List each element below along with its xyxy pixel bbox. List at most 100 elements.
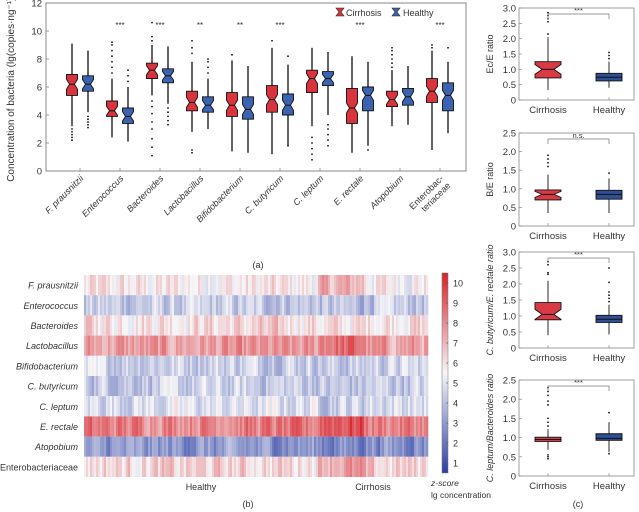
heatmap-cell: [394, 315, 397, 336]
heatmap-cell: [106, 335, 109, 356]
heatmap-cell: [152, 396, 155, 417]
heatmap-cell: [174, 355, 177, 376]
heatmap-cell: [134, 416, 137, 437]
heatmap-cell: [194, 315, 197, 336]
heatmap-cell: [230, 416, 233, 437]
heatmap-cell: [126, 416, 129, 437]
heatmap-cell: [128, 295, 131, 316]
heatmap-cell: [92, 355, 95, 376]
heatmap-cell: [358, 335, 361, 356]
heatmap-cell: [156, 436, 159, 457]
heatmap-cell: [136, 396, 139, 417]
heatmap-cell: [308, 275, 311, 296]
x-tick-label-line: Bacteroides: [125, 173, 166, 214]
heatmap-cell: [128, 376, 131, 397]
heatmap-cell: [396, 315, 399, 336]
heatmap-cell: [340, 275, 343, 296]
heatmap-cell: [270, 416, 273, 437]
heatmap-cell: [234, 355, 237, 376]
heatmap-cell: [252, 315, 255, 336]
heatmap-cell: [394, 295, 397, 316]
heatmap-cell: [370, 295, 373, 316]
heatmap-cell: [420, 295, 423, 316]
heatmap-cell: [90, 355, 93, 376]
heatmap-cell: [376, 355, 379, 376]
heatmap-cell: [298, 315, 301, 336]
heatmap-cell: [384, 436, 387, 457]
heatmap-cell: [212, 275, 215, 296]
heatmap-cell: [190, 335, 193, 356]
heatmap-cell: [352, 355, 355, 376]
heatmap-cell: [264, 436, 267, 457]
heatmap-cell: [200, 396, 203, 417]
heatmap-cell: [316, 295, 319, 316]
heatmap-cell: [88, 355, 91, 376]
box-body: [386, 90, 398, 108]
heatmap-cell: [182, 416, 185, 437]
heatmap-cell: [230, 335, 233, 356]
heatmap-row-label: C. leptum: [39, 402, 78, 412]
colorbar-tick-label: 6: [453, 359, 458, 369]
heatmap-cell: [124, 436, 127, 457]
heatmap-cell: [290, 275, 293, 296]
outlier-point: [367, 149, 369, 151]
heatmap-cell: [380, 275, 383, 296]
heatmap-cell: [290, 315, 293, 336]
legend-item-cirrhosis[interactable]: Cirrhosis: [335, 7, 382, 18]
heatmap-cell: [188, 456, 191, 477]
heatmap-cell: [382, 275, 385, 296]
box-cirrhosis: [66, 43, 78, 142]
heatmap-cell: [116, 275, 119, 296]
heatmap-cell: [178, 436, 181, 457]
heatmap-cell: [176, 275, 179, 296]
outlier-point: [447, 46, 449, 49]
heatmap-cell: [324, 396, 327, 417]
heatmap-cell: [276, 396, 279, 417]
heatmap-cell: [376, 376, 379, 397]
heatmap-cell: [218, 275, 221, 296]
heatmap-cell: [370, 315, 373, 336]
heatmap-cell: [396, 396, 399, 417]
y-tick-label: 1.0: [503, 65, 516, 76]
heatmap-cell: [274, 416, 277, 437]
heatmap-cell: [254, 275, 257, 296]
x-tick-label: Healthy: [593, 231, 625, 242]
outlier-point: [547, 390, 549, 393]
heatmap-cell: [132, 295, 135, 316]
heatmap-cell: [326, 396, 329, 417]
heatmap-cell: [258, 456, 261, 477]
heatmap-cell: [360, 275, 363, 296]
heatmap-cell: [100, 275, 103, 296]
heatmap-cell: [362, 456, 365, 477]
heatmap-cell: [330, 295, 333, 316]
legend-item-healthy[interactable]: Healthy: [391, 7, 434, 18]
heatmap-cell: [98, 416, 101, 437]
heatmap-cell: [262, 355, 265, 376]
heatmap-cell: [292, 436, 295, 457]
outlier-point: [111, 49, 113, 52]
heatmap-cell: [170, 275, 173, 296]
heatmap-cell: [92, 396, 95, 417]
heatmap-cell: [350, 295, 353, 316]
heatmap-cell: [256, 396, 259, 417]
heatmap-cell: [380, 416, 383, 437]
heatmap-cell: [332, 436, 335, 457]
heatmap-cell: [142, 416, 145, 437]
heatmap-cell: [402, 456, 405, 477]
heatmap-cell: [294, 295, 297, 316]
heatmap-cell: [220, 416, 223, 437]
heatmap-cell: [122, 436, 125, 457]
heatmap-cell: [336, 295, 339, 316]
heatmap-cell: [350, 315, 353, 336]
heatmap-cell: [158, 355, 161, 376]
heatmap-cell: [418, 396, 421, 417]
heatmap-cell: [332, 456, 335, 477]
heatmap-cell: [344, 396, 347, 417]
x-tick-label: C. leptum: [291, 173, 326, 208]
colorbar-label-lg: lg concentration: [431, 490, 491, 500]
ratio-plot-y-label: C. butyricum/E. rectale ratio: [485, 244, 495, 355]
heatmap-cell: [408, 275, 411, 296]
y-tick-label: 2.5: [503, 129, 516, 140]
heatmap-cell: [192, 275, 195, 296]
